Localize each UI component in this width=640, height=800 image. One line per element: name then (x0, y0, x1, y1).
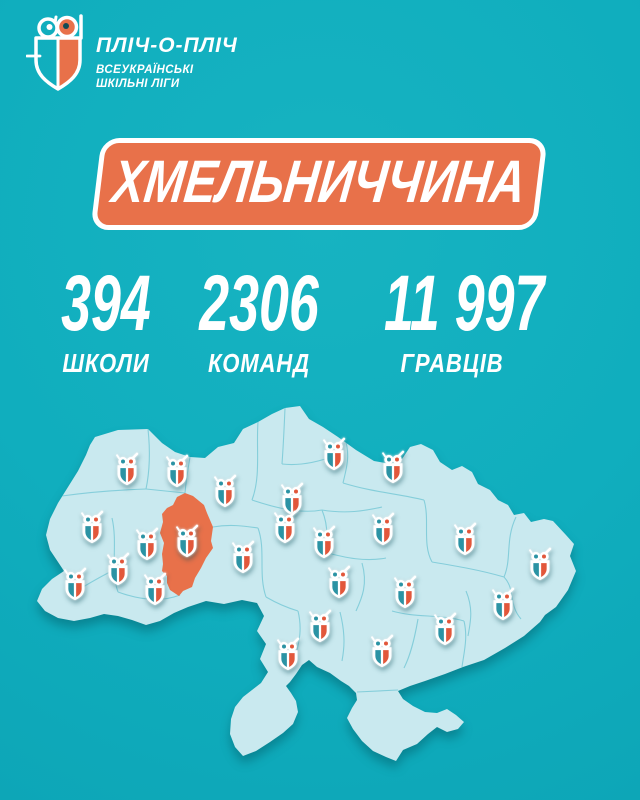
stat-schools-value: 394 (61, 258, 151, 347)
stat-schools: 394 ШКОЛИ (6, 262, 206, 379)
stat-players-label: ГРАВЦІВ (400, 348, 504, 378)
logo-subtitle-line1: ВСЕУКРАЇНСЬКІ (96, 64, 194, 76)
oblast-borders (61, 407, 522, 693)
stat-schools-label: ШКОЛИ (62, 348, 150, 378)
owl-shield-logo-icon (26, 14, 83, 91)
logo-subtitle: ВСЕУКРАЇНСЬКІ ШКІЛЬНІ ЛІГИ (96, 64, 238, 91)
stat-teams-value: 2306 (199, 258, 319, 347)
stat-players-value: 11 997 (384, 258, 545, 347)
stat-players: 11 997 ГРАВЦІВ (352, 262, 552, 379)
stat-teams: 2306 КОМАНД (159, 262, 359, 379)
logo-title: ПЛІЧ-О-ПЛІЧ (96, 34, 238, 57)
logo-subtitle-line2: ШКІЛЬНІ ЛІГИ (96, 77, 180, 90)
stat-teams-label: КОМАНД (208, 348, 310, 378)
logo-text: ПЛІЧ-О-ПЛІЧ ВСЕУКРАЇНСЬКІ ШКІЛЬНІ ЛІГИ (96, 34, 238, 91)
